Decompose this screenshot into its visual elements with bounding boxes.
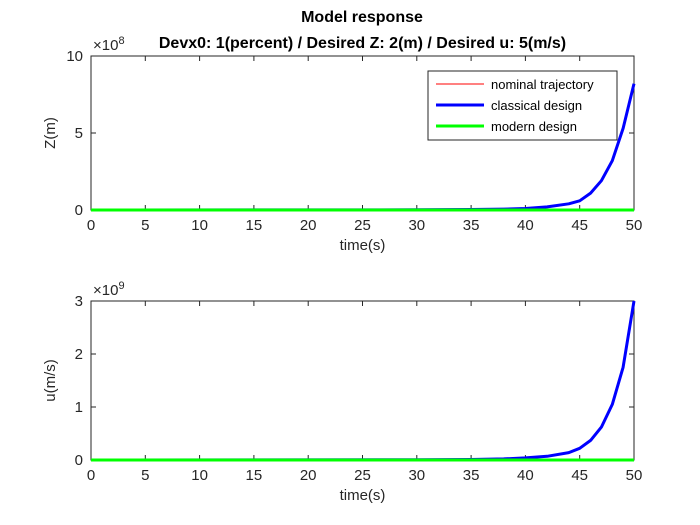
legend-box bbox=[427, 70, 618, 141]
y-tick-label: 0 bbox=[75, 452, 83, 469]
x-tick-label: 25 bbox=[354, 467, 371, 484]
x-tick-label: 20 bbox=[300, 217, 317, 234]
y-exponent-label: ×108 bbox=[93, 35, 125, 54]
x-tick-label: 35 bbox=[463, 467, 480, 484]
x-tick-label: 15 bbox=[246, 467, 263, 484]
y-tick-label: 0 bbox=[75, 202, 83, 219]
x-tick-label: 0 bbox=[87, 467, 95, 484]
top-subplot: 0 5 10 15 20 25 30 35 40 45 50 0 5 10 ×108 Devx0: 1(per… bbox=[42, 35, 642, 254]
x-tick-label: 10 bbox=[191, 217, 208, 234]
x-tick-label: 5 bbox=[141, 467, 149, 484]
x-tick-label: 5 bbox=[141, 217, 149, 234]
x-tick-label: 30 bbox=[408, 217, 425, 234]
y-axis-label: u(m/s) bbox=[42, 359, 59, 402]
x-axis-label: time(s) bbox=[340, 487, 386, 504]
x-tick-label: 45 bbox=[571, 467, 588, 484]
x-tick-label: 50 bbox=[626, 467, 643, 484]
y-tick-label: 10 bbox=[66, 48, 83, 65]
x-tick-label: 35 bbox=[463, 217, 480, 234]
x-tick-label: 25 bbox=[354, 217, 371, 234]
y-tick-label: 2 bbox=[75, 346, 83, 363]
x-tick-label: 40 bbox=[517, 217, 534, 234]
y-exponent-label: ×109 bbox=[93, 280, 125, 299]
x-tick-label: 0 bbox=[87, 217, 95, 234]
subplot-title: Devx0: 1(percent) / Desired Z: 2(m) / De… bbox=[159, 35, 566, 52]
bottom-subplot: 0 5 10 15 20 25 30 35 40 45 50 0 1 2 3 ×109 time(s) u(m/s… bbox=[42, 280, 642, 504]
y-axis-label: Z(m) bbox=[42, 117, 59, 149]
x-tick-label: 30 bbox=[408, 467, 425, 484]
y-tick-label: 3 bbox=[75, 293, 83, 310]
x-tick-label: 20 bbox=[300, 467, 317, 484]
y-tick-label: 1 bbox=[75, 399, 83, 416]
legend-entry: classical design bbox=[491, 98, 582, 113]
x-tick-label: 45 bbox=[571, 217, 588, 234]
y-tick-label: 5 bbox=[75, 125, 83, 142]
x-tick-label: 15 bbox=[246, 217, 263, 234]
figure-title: Model response bbox=[301, 9, 423, 26]
x-tick-label: 10 bbox=[191, 467, 208, 484]
axes-box bbox=[90, 300, 635, 461]
legend-entry: modern design bbox=[491, 119, 577, 134]
x-tick-label: 40 bbox=[517, 467, 534, 484]
x-tick-label: 50 bbox=[626, 217, 643, 234]
x-axis-label: time(s) bbox=[340, 237, 386, 254]
legend-entry: nominal trajectory bbox=[491, 77, 594, 92]
